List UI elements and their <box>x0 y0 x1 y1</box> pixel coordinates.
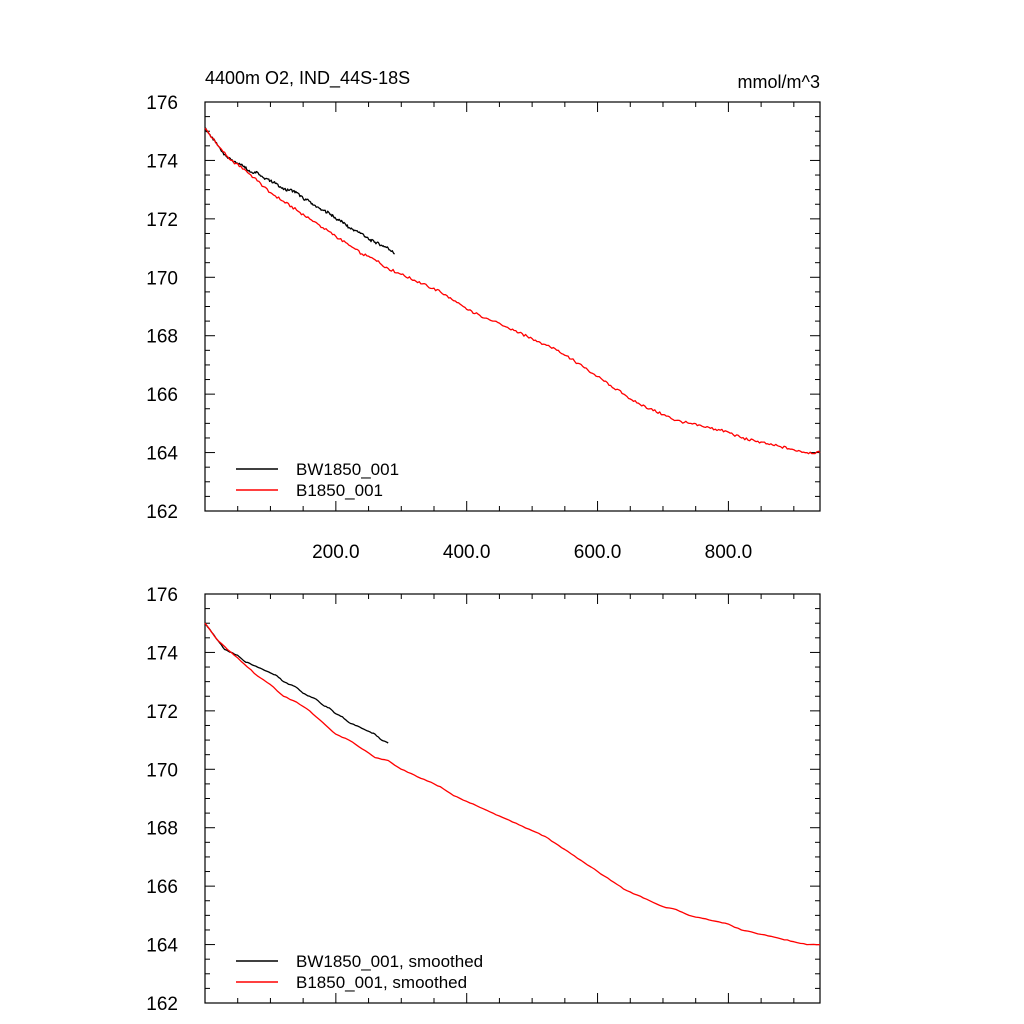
y-tick-label: 168 <box>146 327 178 348</box>
legend-label: BW1850_001 <box>296 460 399 479</box>
y-tick-label: 164 <box>146 936 178 957</box>
y-tick-label: 166 <box>146 877 178 898</box>
y-tick-label: 176 <box>146 585 178 606</box>
series-line <box>204 622 821 946</box>
y-tick-label: 168 <box>146 819 178 840</box>
units-label: mmol/m^3 <box>738 72 820 92</box>
y-tick-label: 176 <box>146 93 178 114</box>
plot-frame <box>204 101 821 512</box>
bottom-panel: 176 174 172 170 168 166 164 162 BW1850_001, smoo… <box>146 585 821 1015</box>
y-tick-label: 174 <box>146 151 178 172</box>
x-tick-label: 400.0 <box>443 542 491 563</box>
y-tick-label: 162 <box>146 502 178 523</box>
y-tick-label: 166 <box>146 385 178 406</box>
legend-label: B1850_001 <box>296 481 383 500</box>
legend-label: B1850_001, smoothed <box>296 973 467 992</box>
series-line <box>205 127 395 255</box>
y-tick-label: 164 <box>146 444 178 465</box>
y-tick-label: 170 <box>146 760 178 781</box>
y-tick-label: 172 <box>146 210 178 231</box>
series-line <box>204 622 389 744</box>
chart-title: 4400m O2, IND_44S-18S <box>205 68 410 89</box>
y-tick-label: 172 <box>146 702 178 723</box>
y-tick-label: 174 <box>146 643 178 664</box>
series-line <box>204 127 821 455</box>
x-tick-label: 200.0 <box>312 542 360 563</box>
x-tick-label: 800.0 <box>705 542 753 563</box>
y-tick-label: 162 <box>146 994 178 1015</box>
x-tick-label: 600.0 <box>574 542 622 563</box>
top-panel: 176 174 172 170 168 166 164 162 200.0 400.0 600.0 8… <box>146 93 821 563</box>
y-tick-label: 170 <box>146 268 178 289</box>
plot-frame <box>204 593 821 1004</box>
legend-label: BW1850_001, smoothed <box>296 952 483 971</box>
